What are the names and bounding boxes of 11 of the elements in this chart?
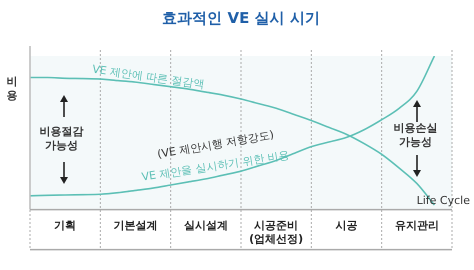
x-tick-label: 시공준비 (업체선정) [249,219,304,246]
text: VE 제안에 따른 절감액 [91,62,206,92]
y-axis-title: 비용 [6,74,18,102]
chart-title: 효과적인 VE 실시 시기 [162,8,320,27]
x-tick-label: 실시설계 [184,219,228,232]
x-tick-label: 시공 [336,219,358,232]
x-tick-label: 기획 [54,219,76,232]
x-tick-label: 기본설계 [114,219,158,232]
annotation: 비용손실 가능성 [393,122,438,149]
annotation: 비용절감 가능성 [40,124,84,152]
x-tick-label: 유지관리 [394,219,439,232]
